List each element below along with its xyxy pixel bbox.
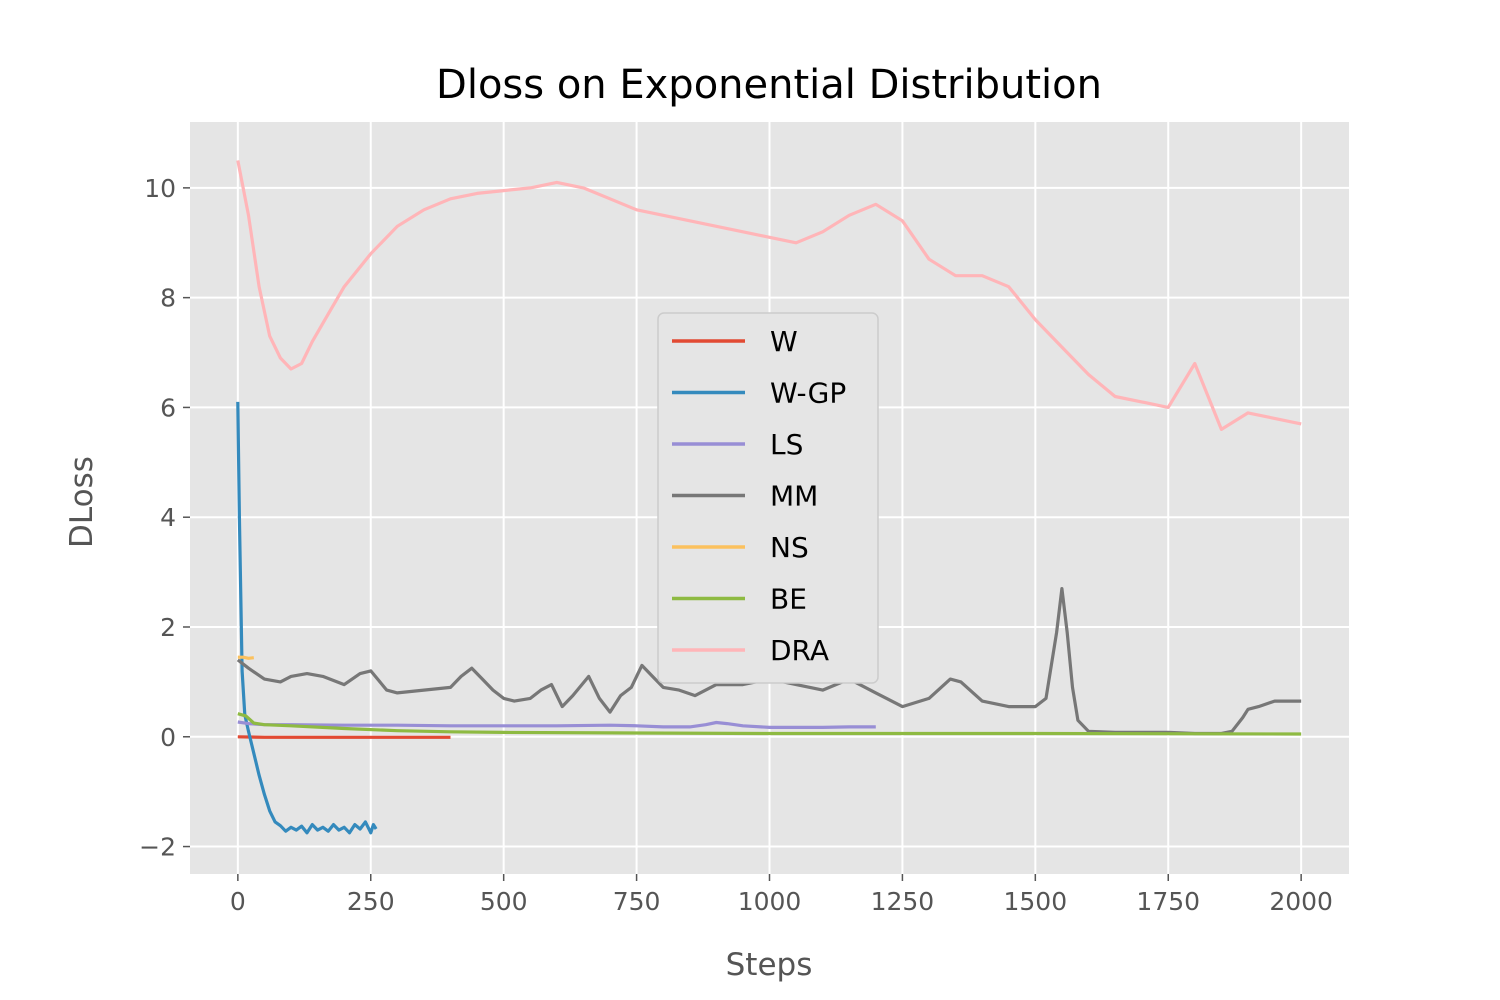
- legend-label-be: BE: [770, 583, 807, 616]
- series-lines: [236, 160, 1302, 835]
- x-tick-label: 1250: [871, 887, 935, 916]
- legend-box: [657, 312, 879, 684]
- y-tick-label: 2: [160, 613, 176, 642]
- y-tick-label: 8: [160, 284, 176, 313]
- y-tick-label: 4: [160, 503, 176, 532]
- series-line-ls: [237, 720, 876, 730]
- chart-title: Dloss on Exponential Distribution: [436, 62, 1102, 108]
- legend-label-mm: MM: [770, 480, 818, 513]
- x-axis-label: Steps: [726, 947, 813, 983]
- legend-label-w-gp: W-GP: [770, 377, 846, 410]
- series-line-w-gp: [236, 401, 378, 835]
- x-tick-label: 500: [480, 887, 528, 916]
- x-axis-ticks: 0 250 500 750 1000 1250 1500 1750 2000: [230, 874, 1333, 916]
- legend-label-dra: DRA: [770, 634, 829, 667]
- x-tick-label: 2000: [1269, 887, 1333, 916]
- legend: W W-GP LS MM NS BE DRA: [657, 312, 879, 684]
- legend-label-ns: NS: [770, 531, 809, 564]
- y-axis-label: DLoss: [64, 456, 100, 548]
- legend-label-ls: LS: [770, 428, 803, 461]
- series-line-be: [237, 712, 1302, 736]
- series-line-w: [237, 735, 451, 739]
- series-line-mm: [236, 586, 1302, 736]
- y-tick-label: 0: [160, 723, 176, 752]
- x-tick-label: 750: [613, 887, 661, 916]
- series-line-ns: [237, 655, 254, 660]
- series-line-dra: [236, 160, 1302, 431]
- y-tick-label: −2: [139, 833, 176, 862]
- x-tick-label: 0: [230, 887, 246, 916]
- y-axis-ticks: −2 0 2 4 6 8 10: [139, 174, 190, 862]
- x-tick-label: 250: [347, 887, 395, 916]
- x-tick-label: 1500: [1004, 887, 1068, 916]
- legend-label-w: W: [770, 325, 798, 358]
- x-tick-label: 1750: [1136, 887, 1200, 916]
- y-tick-label: 6: [160, 393, 176, 422]
- x-tick-label: 1000: [738, 887, 802, 916]
- y-tick-label: 10: [144, 174, 176, 203]
